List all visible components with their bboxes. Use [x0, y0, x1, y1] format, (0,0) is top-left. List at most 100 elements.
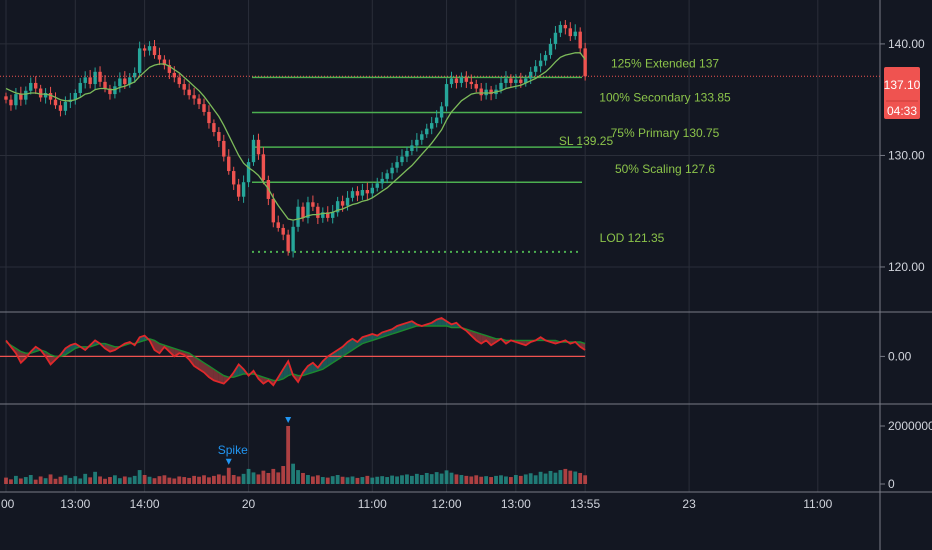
volume-bar[interactable] — [38, 476, 43, 484]
volume-bar[interactable] — [315, 475, 320, 484]
candle[interactable] — [271, 198, 275, 223]
candle[interactable] — [276, 222, 280, 228]
candle[interactable] — [474, 84, 478, 89]
volume-bar[interactable] — [266, 472, 271, 484]
candle[interactable] — [142, 48, 147, 51]
volume-bar[interactable] — [385, 477, 390, 484]
candle[interactable] — [524, 78, 528, 83]
volume-bar[interactable] — [286, 426, 291, 484]
volume-bar[interactable] — [18, 478, 23, 484]
volume-bar[interactable] — [533, 475, 538, 484]
volume-bar[interactable] — [370, 477, 375, 484]
volume-bar[interactable] — [454, 474, 459, 484]
candle[interactable] — [227, 156, 231, 172]
candle[interactable] — [286, 234, 290, 252]
volume-bar[interactable] — [375, 476, 380, 484]
candle[interactable] — [187, 89, 191, 96]
candle[interactable] — [568, 28, 572, 37]
candle[interactable] — [63, 101, 68, 111]
candle[interactable] — [192, 95, 196, 99]
volume-bar[interactable] — [568, 470, 573, 484]
volume-bar[interactable] — [251, 472, 256, 484]
volume-bar[interactable] — [187, 477, 192, 484]
volume-bar[interactable] — [137, 470, 142, 484]
candle[interactable] — [53, 99, 58, 106]
candle[interactable] — [405, 150, 409, 157]
volume-bar[interactable] — [504, 476, 508, 484]
volume-bar[interactable] — [469, 476, 474, 484]
volume-bar[interactable] — [291, 463, 295, 484]
candle[interactable] — [48, 92, 53, 100]
volume-bar[interactable] — [167, 477, 172, 484]
candle[interactable] — [256, 139, 261, 155]
volume-bar[interactable] — [93, 471, 97, 484]
candle[interactable] — [335, 201, 340, 213]
volume-bar[interactable] — [241, 473, 246, 484]
volume-bar[interactable] — [543, 473, 548, 484]
volume-bar[interactable] — [73, 476, 78, 484]
candle[interactable] — [509, 78, 513, 83]
candle[interactable] — [538, 60, 543, 67]
candle[interactable] — [459, 77, 464, 83]
volume-bar[interactable] — [122, 476, 127, 484]
candle[interactable] — [58, 105, 63, 111]
candle[interactable] — [430, 123, 434, 129]
candle[interactable] — [103, 81, 107, 89]
volume-bar[interactable] — [459, 475, 464, 484]
candle[interactable] — [222, 140, 226, 157]
candle[interactable] — [93, 71, 97, 85]
volume-bar[interactable] — [152, 478, 157, 484]
candle[interactable] — [128, 77, 132, 85]
candle[interactable] — [43, 92, 48, 98]
candle[interactable] — [78, 82, 82, 93]
volume-bar[interactable] — [197, 476, 201, 484]
candle[interactable] — [529, 71, 533, 79]
candle[interactable] — [9, 99, 13, 106]
volume-bar[interactable] — [207, 477, 211, 484]
volume-bar[interactable] — [68, 477, 73, 484]
volume-bar[interactable] — [380, 476, 385, 484]
candle[interactable] — [439, 106, 444, 118]
candle[interactable] — [182, 84, 186, 90]
candle[interactable] — [434, 117, 439, 124]
candle[interactable] — [162, 59, 167, 66]
candle[interactable] — [331, 212, 335, 218]
candle[interactable] — [212, 123, 216, 133]
oscillator-pane[interactable] — [0, 317, 586, 387]
candle[interactable] — [489, 89, 493, 95]
volume-bar[interactable] — [231, 475, 236, 484]
volume-bar[interactable] — [4, 477, 8, 484]
candle[interactable] — [251, 139, 256, 163]
candle[interactable] — [133, 72, 137, 78]
volume-bar[interactable] — [53, 478, 58, 484]
candle[interactable] — [499, 82, 503, 90]
volume-bar[interactable] — [306, 475, 310, 484]
candle[interactable] — [123, 78, 127, 85]
volume-bar[interactable] — [444, 470, 449, 484]
volume-bar[interactable] — [548, 470, 553, 484]
volume-bar[interactable] — [83, 473, 88, 484]
candle[interactable] — [449, 78, 454, 85]
volume-bar[interactable] — [573, 471, 578, 484]
candle[interactable] — [345, 197, 350, 206]
candle[interactable] — [14, 94, 18, 106]
candle[interactable] — [444, 84, 449, 107]
volume-bar[interactable] — [113, 475, 117, 484]
candle[interactable] — [469, 81, 473, 85]
volume-bar[interactable] — [400, 475, 404, 484]
candle[interactable] — [24, 90, 28, 100]
volume-bar[interactable] — [410, 475, 414, 484]
candle[interactable] — [108, 88, 112, 95]
candle[interactable] — [38, 88, 43, 98]
volume-bar[interactable] — [365, 475, 370, 484]
volume-bar[interactable] — [474, 475, 479, 484]
candle[interactable] — [340, 201, 345, 206]
volume-bar[interactable] — [296, 470, 300, 484]
candle[interactable] — [558, 24, 563, 33]
candle[interactable] — [563, 24, 568, 29]
volume-bar[interactable] — [177, 476, 182, 484]
volume-bar[interactable] — [63, 475, 68, 484]
volume-bar[interactable] — [479, 476, 484, 484]
candle[interactable] — [365, 190, 370, 194]
volume-bar[interactable] — [429, 474, 434, 484]
